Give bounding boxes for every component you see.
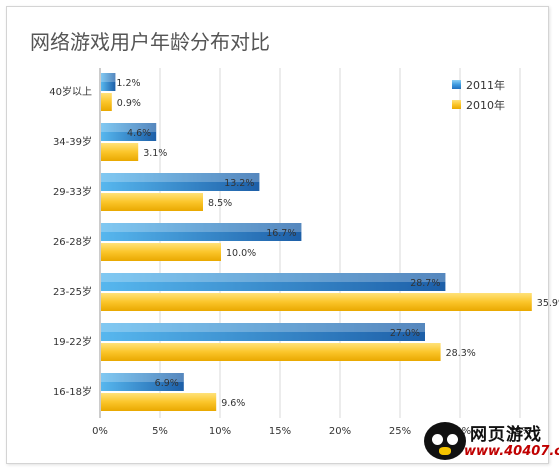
value-label-2010: 35.9% <box>537 298 559 309</box>
value-label-2010: 8.5% <box>208 198 232 209</box>
value-label-2011: 4.6% <box>127 128 151 139</box>
x-tick-label: 20% <box>329 426 351 437</box>
bar-2011 <box>101 273 446 291</box>
watermark: 网页游戏 www.40407.com <box>424 420 559 464</box>
owl-logo-icon <box>424 422 466 460</box>
category-label: 26-28岁 <box>53 235 92 248</box>
legend: 2011年 2010年 <box>452 78 505 112</box>
value-label-2011: 1.2% <box>116 78 140 89</box>
bar-2011 <box>101 223 302 241</box>
value-label-2010: 3.1% <box>143 148 167 159</box>
bar-2011 <box>101 73 116 91</box>
bar-2011-highlight <box>101 73 116 82</box>
bar-2010 <box>101 143 139 161</box>
bar-2010 <box>101 193 203 211</box>
value-label-2011: 13.2% <box>224 178 254 189</box>
watermark-title: 网页游戏 <box>470 425 542 445</box>
legend-swatch-2011 <box>452 80 461 89</box>
legend-label-2011: 2011年 <box>466 78 505 92</box>
value-label-2010: 9.6% <box>221 398 245 409</box>
value-label-2011: 28.7% <box>410 278 440 289</box>
x-tick-label: 5% <box>152 426 168 437</box>
x-tick-label: 25% <box>389 426 411 437</box>
bar-2011 <box>101 373 184 391</box>
x-tick-label: 35% <box>509 426 531 437</box>
category-label: 34-39岁 <box>53 135 92 148</box>
value-label-2010: 10.0% <box>226 248 256 259</box>
value-label-2010: 28.3% <box>446 348 476 359</box>
bar-2011-highlight <box>101 373 184 382</box>
bar-2010 <box>101 393 217 411</box>
watermark-url: www.40407.com <box>464 444 559 459</box>
x-tick-label: 10% <box>209 426 231 437</box>
value-label-2011: 27.0% <box>390 328 420 339</box>
bar-2011-highlight <box>101 323 425 332</box>
bar-2011-highlight <box>101 123 157 132</box>
bar-2010 <box>101 243 221 261</box>
category-label: 29-33岁 <box>53 185 92 198</box>
bar-2010 <box>101 343 441 361</box>
x-tick-label: 0% <box>92 426 108 437</box>
value-label-2011: 6.9% <box>155 378 179 389</box>
bar-2011-highlight <box>101 223 302 232</box>
legend-label-2010: 2010年 <box>466 98 505 112</box>
category-label: 16-18岁 <box>53 385 92 398</box>
category-label: 40岁以上 <box>49 85 92 98</box>
bars <box>101 73 532 411</box>
legend-swatch-2010 <box>452 100 461 109</box>
category-label: 19-22岁 <box>53 335 92 348</box>
bar-2010 <box>101 293 532 311</box>
x-tick-label: 15% <box>269 426 291 437</box>
category-label: 23-25岁 <box>53 285 92 298</box>
value-label-2010: 0.9% <box>117 98 141 109</box>
bar-2011 <box>101 323 425 341</box>
bar-2010 <box>101 93 112 111</box>
chart-title: 网络游戏用户年龄分布对比 <box>30 30 270 54</box>
bar-2011 <box>101 173 260 191</box>
bar-2011 <box>101 123 157 141</box>
bar-2011-highlight <box>101 273 446 282</box>
bar-2011-highlight <box>101 173 260 182</box>
value-label-2011: 16.7% <box>266 228 296 239</box>
